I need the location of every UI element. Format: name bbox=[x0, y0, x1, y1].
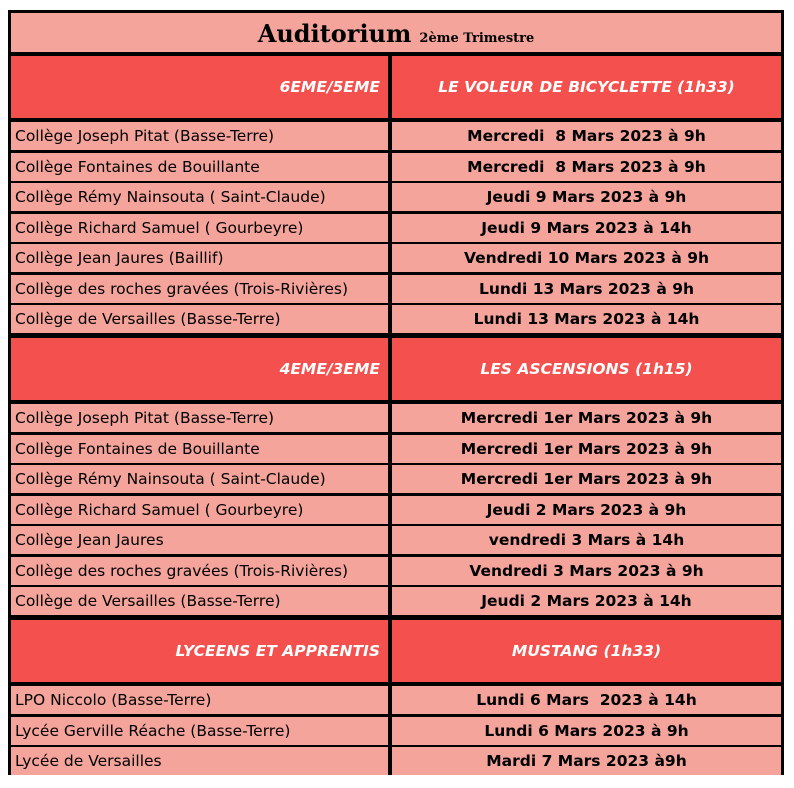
school-cell: Lycée de Versailles bbox=[11, 747, 388, 775]
school-cell: Collège Fontaines de Bouillante bbox=[11, 434, 388, 463]
school-cell: Lycée Gerville Réache (Basse-Terre) bbox=[11, 716, 388, 745]
date-cell: Lundi 13 Mars 2023 à 9h bbox=[392, 274, 781, 303]
date-cell: vendredi 3 Mars à 14h bbox=[392, 526, 781, 554]
school-cell: Collège Jean Jaures (Baillif) bbox=[11, 244, 388, 272]
date-cell: Mercredi 1er Mars 2023 à 9h bbox=[392, 465, 781, 493]
school-cell: Collège Richard Samuel ( Gourbeyre) bbox=[11, 495, 388, 524]
date-cell: Mercredi 1er Mars 2023 à 9h bbox=[392, 434, 781, 463]
school-cell: Collège Joseph Pitat (Basse-Terre) bbox=[11, 404, 388, 432]
film-header: LES ASCENSIONS (1h15) bbox=[392, 338, 781, 400]
school-cell: Collège Rémy Nainsouta ( Saint-Claude) bbox=[11, 465, 388, 493]
date-cell: Vendredi 3 Mars 2023 à 9h bbox=[392, 556, 781, 585]
date-cell: Lundi 13 Mars 2023 à 14h bbox=[392, 305, 781, 333]
date-cell: Jeudi 9 Mars 2023 à 9h bbox=[392, 183, 781, 211]
date-cell: Jeudi 2 Mars 2023 à 9h bbox=[392, 495, 781, 524]
date-cell: Mercredi 1er Mars 2023 à 9h bbox=[392, 404, 781, 432]
film-header: LE VOLEUR DE BICYCLETTE (1h33) bbox=[392, 56, 781, 118]
level-header: 6EME/5EME bbox=[11, 56, 388, 118]
date-cell: Mercredi 8 Mars 2023 à 9h bbox=[392, 152, 781, 181]
school-cell: Collège des roches gravées (Trois-Rivièr… bbox=[11, 274, 388, 303]
date-cell: Lundi 6 Mars 2023 à 14h bbox=[392, 686, 781, 714]
title: Auditorium bbox=[257, 19, 412, 48]
date-cell: Vendredi 10 Mars 2023 à 9h bbox=[392, 244, 781, 272]
schedule-table: Auditorium 2ème Trimestre 6EME/5EME LE VO… bbox=[8, 10, 784, 775]
school-cell: Collège Joseph Pitat (Basse-Terre) bbox=[11, 122, 388, 150]
school-cell: Collège de Versailles (Basse-Terre) bbox=[11, 587, 388, 615]
date-cell: Mardi 7 Mars 2023 à9h bbox=[392, 747, 781, 775]
school-cell: Collège des roches gravées (Trois-Rivièr… bbox=[11, 556, 388, 585]
school-cell: Collège Rémy Nainsouta ( Saint-Claude) bbox=[11, 183, 388, 211]
title-row: Auditorium 2ème Trimestre bbox=[11, 13, 781, 52]
date-cell: Lundi 6 Mars 2023 à 9h bbox=[392, 716, 781, 745]
date-cell: Jeudi 9 Mars 2023 à 14h bbox=[392, 213, 781, 242]
level-header: LYCEENS ET APPRENTIS bbox=[11, 620, 388, 682]
school-cell: LPO Niccolo (Basse-Terre) bbox=[11, 686, 388, 714]
subtitle: 2ème Trimestre bbox=[419, 31, 535, 46]
school-cell: Collège Jean Jaures bbox=[11, 526, 388, 554]
school-cell: Collège Richard Samuel ( Gourbeyre) bbox=[11, 213, 388, 242]
date-cell: Jeudi 2 Mars 2023 à 14h bbox=[392, 587, 781, 615]
level-header: 4EME/3EME bbox=[11, 338, 388, 400]
date-cell: Mercredi 8 Mars 2023 à 9h bbox=[392, 122, 781, 150]
film-header: MUSTANG (1h33) bbox=[392, 620, 781, 682]
school-cell: Collège de Versailles (Basse-Terre) bbox=[11, 305, 388, 333]
school-cell: Collège Fontaines de Bouillante bbox=[11, 152, 388, 181]
